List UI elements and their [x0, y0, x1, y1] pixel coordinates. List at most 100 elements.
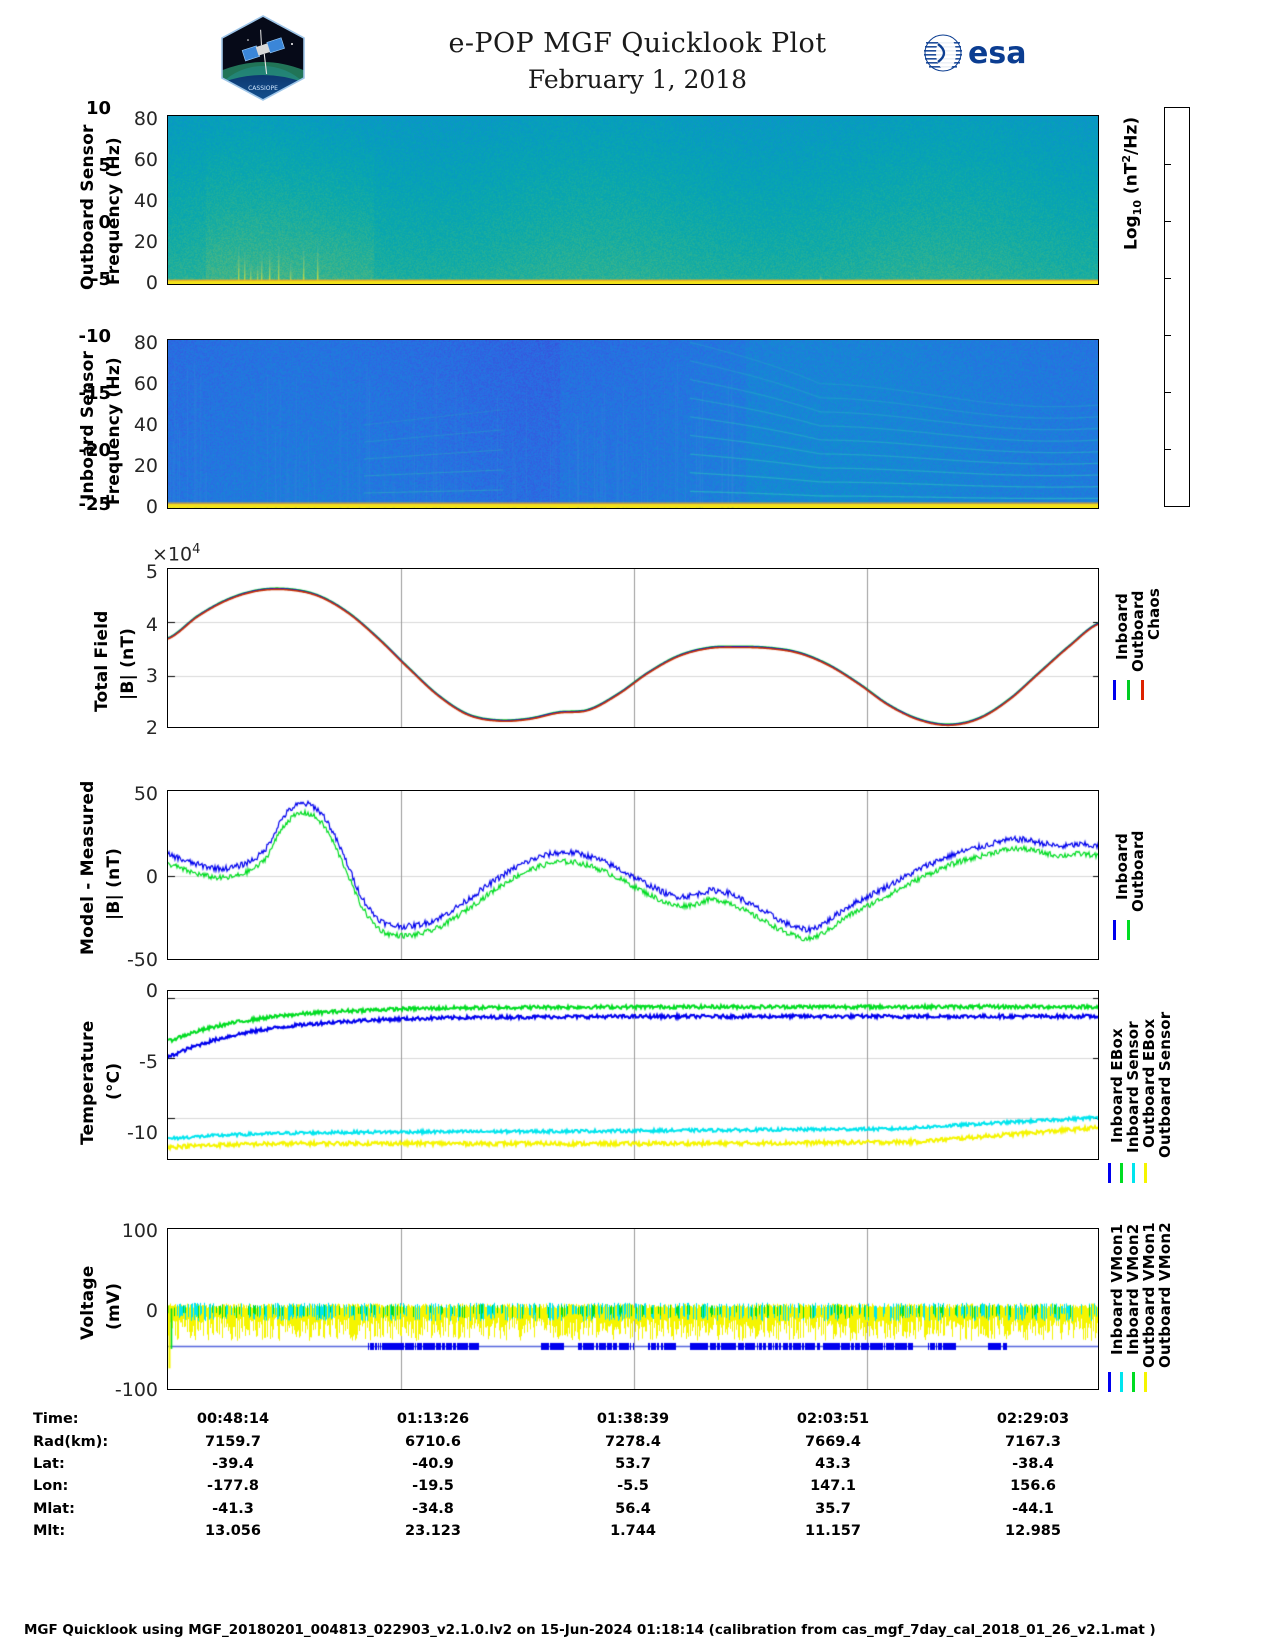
colorbar-tickmark — [1164, 278, 1171, 280]
info-row: Mlat: -41.3 -34.8 56.4 35.7 -44.1 — [33, 1498, 1133, 1520]
cassiope-logo: CASSIOPE — [218, 14, 308, 102]
esa-wordmark: esa — [968, 36, 1026, 71]
info-cell: 147.1 — [810, 1478, 856, 1495]
colorbar — [1164, 107, 1190, 507]
panel-outboard-ytick: 20 — [133, 231, 158, 253]
colorbar-tick-5: -15 — [78, 383, 111, 404]
panel-totalfield-ytick: 5 — [145, 561, 158, 583]
colorbar-tick-7: -25 — [78, 494, 111, 515]
info-cell: 156.6 — [1010, 1478, 1056, 1495]
info-cell: 35.7 — [815, 1500, 851, 1517]
info-cell: 1.744 — [610, 1523, 656, 1540]
panel-totalfield-ylabel-1: Total Field — [92, 610, 112, 712]
panel-inboard-ytick: 20 — [133, 455, 158, 477]
colorbar-tickmark — [1164, 449, 1171, 451]
info-row: Time: 00:48:14 01:13:26 01:38:39 02:03:51 02:… — [33, 1408, 1133, 1430]
panel-voltage-ytick: 100 — [121, 1220, 158, 1242]
panel-inboard-ytick: 60 — [133, 373, 158, 395]
legend-swatch-voltage-1 — [1120, 1372, 1123, 1392]
info-cell: 7167.3 — [1005, 1433, 1061, 1450]
colorbar-tick-4: -10 — [78, 326, 111, 347]
info-cell: -177.8 — [207, 1478, 259, 1495]
panel-totalfield-ytick: 2 — [145, 717, 158, 739]
panel-outboard-spectrogram[interactable] — [167, 115, 1099, 285]
info-row-label: Mlat: — [33, 1500, 75, 1517]
colorbar-tick-2: 0 — [98, 212, 111, 233]
colorbar-tick-6: -20 — [78, 440, 111, 461]
legend-swatch-modelmeas-0 — [1113, 920, 1116, 940]
info-cell: 02:29:03 — [996, 1411, 1070, 1428]
panel-model-minus-measured[interactable] — [167, 790, 1099, 960]
info-table: Time: 00:48:14 01:13:26 01:38:39 02:03:51 02:… — [0, 1408, 1275, 1542]
info-row-label: Rad(km): — [33, 1433, 109, 1450]
title-date: February 1, 2018 — [527, 65, 748, 94]
info-cell: 02:03:51 — [796, 1411, 870, 1428]
info-cell: -5.5 — [617, 1478, 649, 1495]
panel-totalfield-exponent: ×104 — [152, 542, 201, 566]
panel-outboard-ytick: 0 — [145, 272, 158, 294]
panel-temperature-ytick: 0 — [145, 980, 158, 1002]
info-cell: 53.7 — [615, 1455, 651, 1472]
info-cell: -19.5 — [412, 1478, 454, 1495]
panel-totalfield-ylabel-2: |B| (nT) — [118, 627, 138, 700]
info-row-label: Time: — [33, 1411, 79, 1428]
panel-modelmeas-ytick: 50 — [133, 783, 158, 805]
panel-temperature[interactable] — [167, 990, 1099, 1160]
footer-text: MGF Quicklook using MGF_20180201_004813_… — [24, 1622, 1156, 1638]
colorbar-tickmark — [1164, 221, 1171, 223]
panel-outboard-ytick: 80 — [133, 108, 158, 130]
info-cell: 00:48:14 — [196, 1411, 270, 1428]
panel-modelmeas-ylabel-1: Model - Measured — [78, 780, 98, 955]
legend-totalfield-2: Chaos — [1145, 587, 1163, 640]
info-row: Lat: -39.4 -40.9 53.7 43.3 -38.4 — [33, 1453, 1133, 1475]
info-cell: 13.056 — [205, 1523, 261, 1540]
legend-swatch-temperature-1 — [1120, 1163, 1123, 1183]
info-cell: 23.123 — [405, 1523, 461, 1540]
info-cell: -40.9 — [412, 1455, 454, 1472]
colorbar-tick-0: 10 — [85, 98, 111, 119]
panel-modelmeas-ytick: 0 — [145, 866, 158, 888]
info-cell: -44.1 — [1012, 1500, 1054, 1517]
panel-voltage[interactable] — [167, 1228, 1099, 1390]
info-cell: 7159.7 — [205, 1433, 261, 1450]
panel-temperature-ytick: -5 — [139, 1051, 158, 1073]
legend-swatch-voltage-2 — [1132, 1372, 1135, 1392]
legend-swatch-totalfield-1 — [1127, 680, 1130, 700]
info-row: Lon: -177.8 -19.5 -5.5 147.1 156.6 — [33, 1475, 1133, 1497]
colorbar-tick-3: -5 — [91, 269, 111, 290]
panel-modelmeas-ytick: -50 — [126, 949, 158, 971]
page-title: e-POP MGF Quicklook Plot February 1, 201… — [0, 28, 1275, 94]
title-main: e-POP MGF Quicklook Plot — [448, 28, 827, 59]
info-cell: -39.4 — [212, 1455, 254, 1472]
panel-total-field[interactable] — [167, 568, 1099, 728]
panel-inboard-ylabel-1: Inboard Sensor — [78, 350, 98, 500]
legend-swatch-voltage-0 — [1108, 1372, 1111, 1392]
info-row-label: Mlt: — [33, 1523, 66, 1540]
legend-voltage-3: Outboard VMon2 — [1156, 1222, 1174, 1368]
panel-inboard-ytick: 0 — [145, 496, 158, 518]
panel-outboard-ytick: 60 — [133, 149, 158, 171]
info-cell: 12.985 — [1005, 1523, 1061, 1540]
info-cell: 43.3 — [815, 1455, 851, 1472]
panel-totalfield-ytick: 3 — [145, 665, 158, 687]
legend-modelmeas-1: Outboard — [1129, 830, 1147, 913]
colorbar-title: Log10 (nT2/Hz) — [1120, 116, 1145, 250]
info-cell: -41.3 — [212, 1500, 254, 1517]
info-row: Mlt: 13.056 23.123 1.744 11.157 12.985 — [33, 1520, 1133, 1542]
info-cell: -34.8 — [412, 1500, 454, 1517]
colorbar-tick-1: 5 — [98, 155, 111, 176]
panel-outboard-ytick: 40 — [133, 190, 158, 212]
panel-temperature-ylabel-1: Temperature — [78, 1020, 98, 1145]
panel-voltage-ytick: -100 — [114, 1379, 158, 1401]
legend-temperature-3: Outboard Sensor — [1156, 1011, 1174, 1158]
info-cell: 01:13:26 — [396, 1411, 470, 1428]
cassiope-logo-caption: CASSIOPE — [248, 85, 278, 92]
panel-totalfield-ytick: 4 — [145, 614, 158, 636]
colorbar-tickmark — [1164, 164, 1171, 166]
legend-swatch-voltage-3 — [1144, 1372, 1147, 1392]
panel-inboard-ytick: 40 — [133, 414, 158, 436]
legend-swatch-totalfield-0 — [1113, 680, 1116, 700]
info-row: Rad(km): 7159.7 6710.6 7278.4 7669.4 7167.3 — [33, 1430, 1133, 1452]
panel-inboard-spectrogram[interactable] — [167, 339, 1099, 509]
legend-swatch-temperature-3 — [1144, 1163, 1147, 1183]
